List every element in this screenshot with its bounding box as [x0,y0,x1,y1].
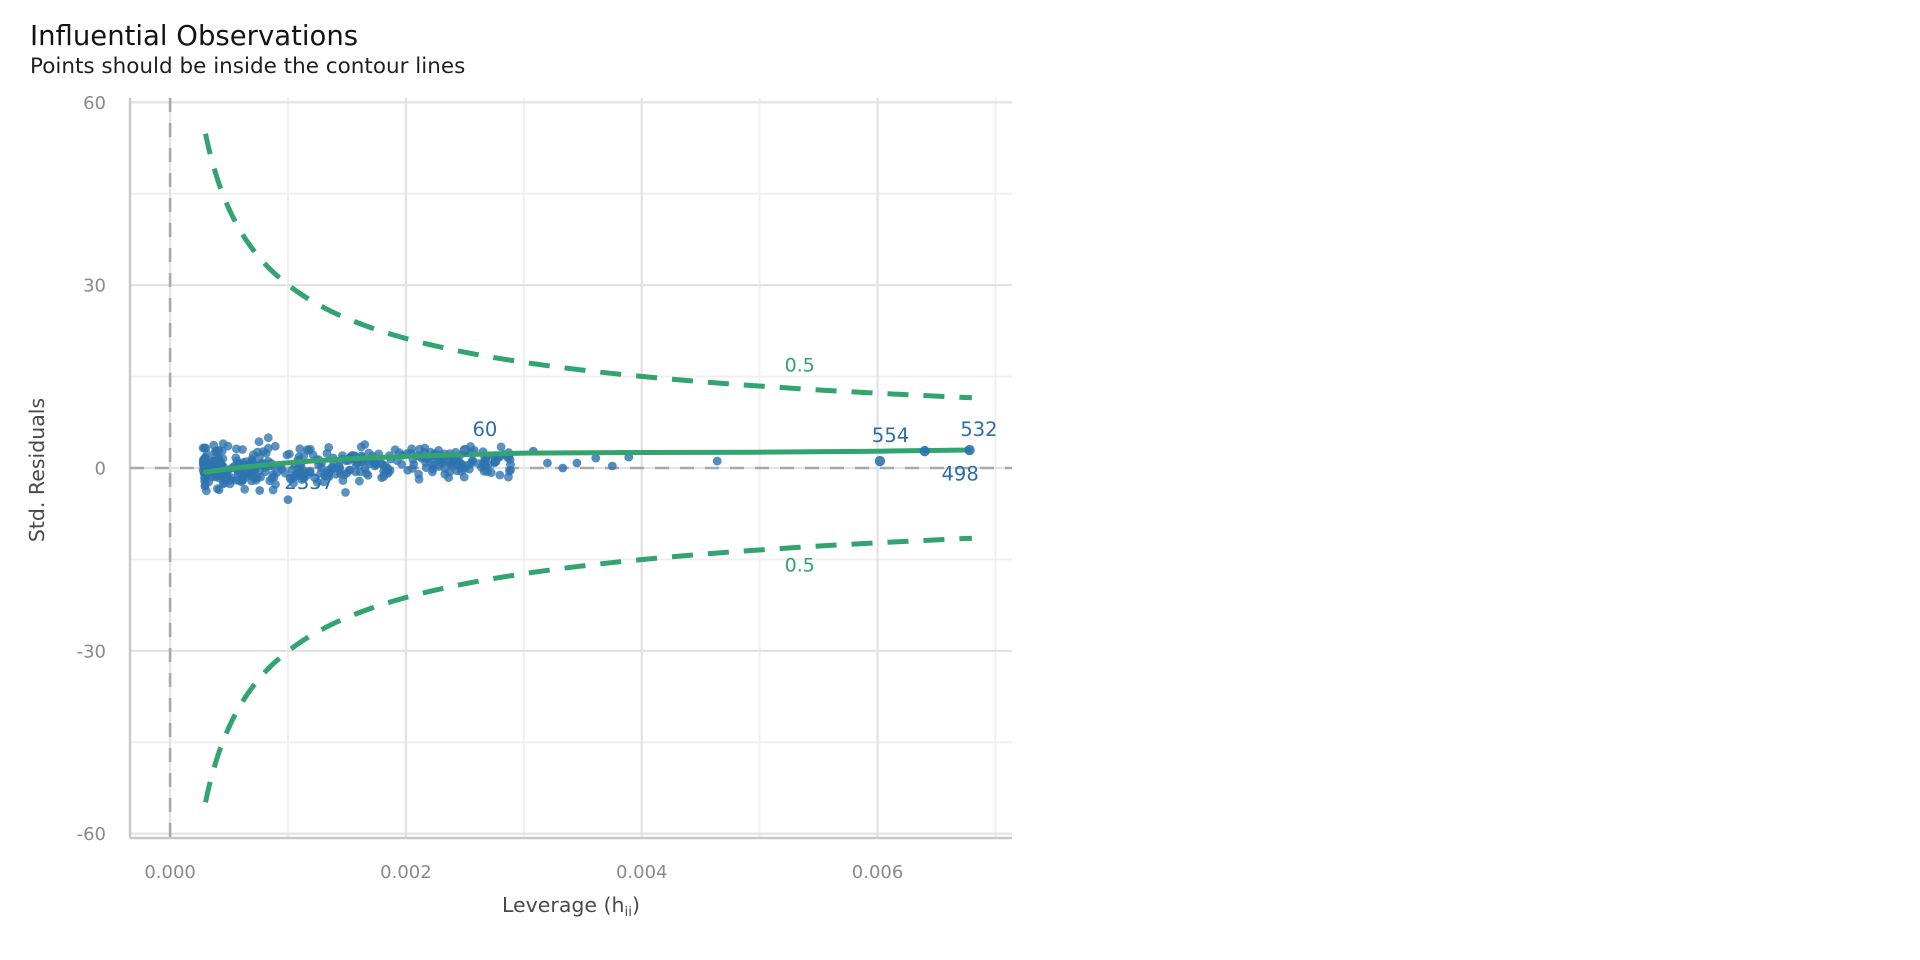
data-point [218,454,228,463]
labeled-data-point [964,444,975,456]
chart-subtitle: Points should be inside the contour line… [30,54,465,79]
y-tick-label: -60 [77,824,106,845]
data-point [322,449,332,458]
data-point [341,488,350,497]
data-point [486,468,496,477]
data-point [363,470,373,480]
data-point [421,463,431,473]
point-label: 60 [473,418,498,441]
data-point [481,461,490,470]
data-point [319,477,329,487]
data-point [355,476,364,486]
data-point [200,473,209,483]
data-point [364,448,374,458]
data-point [305,467,315,477]
data-point [591,453,601,463]
data-point [254,437,264,447]
data-point [328,463,338,473]
data-point [446,459,455,469]
point-label: 532 [960,418,997,441]
x-axis-title: Leverage (hii) [502,893,640,920]
labeled-data-point [874,455,886,467]
data-point [210,472,220,482]
data-point [365,459,375,469]
x-tick-label: 0.006 [852,862,904,883]
data-point [238,445,247,454]
data-point [265,476,275,486]
data-point [286,474,295,484]
data-point [428,467,437,477]
data-point [240,484,250,494]
smoother-line [203,447,973,475]
data-point [255,486,265,495]
contour-level-label: 0.5 [785,354,815,376]
data-point [263,433,273,443]
data-point [217,446,227,456]
data-point [572,458,582,468]
data-point [263,443,273,453]
data-point [504,472,513,482]
data-point [444,473,453,483]
data-point [295,444,305,454]
data-point [272,468,282,477]
y-tick-label: 30 [83,276,106,297]
data-point [490,457,499,467]
data-point [558,463,568,473]
data-point [712,456,722,466]
data-point [607,461,617,471]
data-point [251,475,261,485]
data-point [496,442,506,452]
data-point [414,474,424,484]
data-point [495,470,505,480]
x-tick-label: 0.002 [380,862,432,883]
labeled-data-point [919,445,930,457]
data-point [283,495,293,505]
data-point [223,472,233,482]
contour-level-label: 0.5 [785,554,815,576]
data-point [218,479,228,489]
data-point [282,450,292,460]
data-point [218,439,228,448]
labeled-data-point [459,444,471,456]
data-point [201,453,211,463]
point-label: 498 [942,462,979,485]
data-point [376,459,386,468]
y-tick-label: 0 [95,459,106,480]
x-tick-label: 0.004 [616,862,668,883]
data-point [456,466,466,476]
data-point [268,485,278,495]
cook-contour-lower [203,535,973,803]
data-point [208,456,218,466]
data-point [543,458,552,468]
data-point [385,466,395,476]
data-point [200,480,210,490]
point-label: 554 [872,424,909,447]
data-point [304,446,313,455]
data-point [312,477,322,487]
data-point [225,479,235,489]
cook-contour-upper [203,133,973,401]
x-tick-label: 0.000 [144,862,196,883]
labeled-data-point [295,468,305,478]
data-point [390,445,400,455]
data-point [320,471,329,480]
data-point [299,452,308,461]
data-point [407,444,417,454]
data-point [408,464,417,473]
data-point [248,450,258,460]
y-tick-label: -30 [77,641,106,662]
chart-title: Influential Observations [30,20,358,52]
data-point [454,457,464,467]
data-point [356,442,366,452]
data-point [429,460,439,470]
y-tick-label: 60 [83,93,106,114]
data-point [466,459,476,469]
data-point [270,441,280,451]
data-point [351,467,361,477]
y-axis-title: Std. Residuals [25,398,49,542]
data-point [342,468,352,478]
